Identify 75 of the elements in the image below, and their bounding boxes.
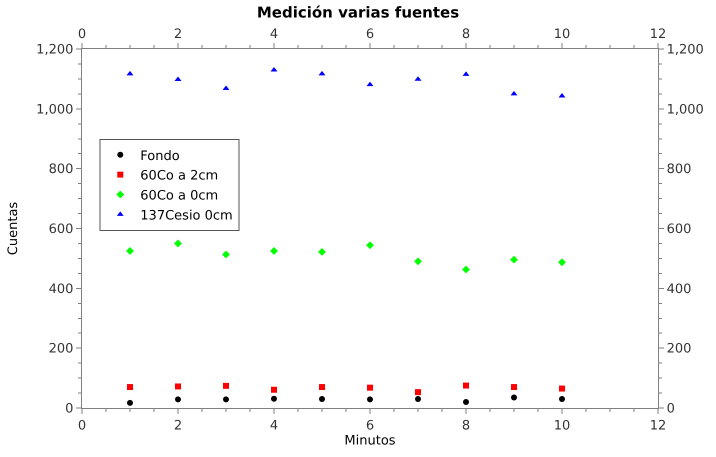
point xyxy=(127,400,133,406)
point xyxy=(271,386,277,393)
x2-tick-label: 10 xyxy=(554,418,570,434)
point xyxy=(270,66,278,72)
point xyxy=(174,240,182,248)
y2-tick-label: 1,200 xyxy=(666,42,704,58)
x-axis-title: Minutos xyxy=(344,434,396,449)
point xyxy=(175,383,181,390)
y2-tick-label: 1,000 xyxy=(666,102,704,118)
point xyxy=(222,250,230,258)
point xyxy=(270,247,278,255)
point xyxy=(223,382,229,389)
point xyxy=(414,76,422,81)
point xyxy=(559,396,565,402)
y-tick-label: 200 xyxy=(48,342,74,357)
y-tick-label: 400 xyxy=(48,282,74,297)
point xyxy=(366,82,374,86)
y-tick-label: 1,000 xyxy=(36,102,74,118)
point xyxy=(127,384,133,390)
y-axis-title: Cuentas xyxy=(6,202,22,256)
point xyxy=(271,396,277,402)
y2-tick-label: 600 xyxy=(666,222,692,238)
point xyxy=(175,396,181,402)
x-tick-label: 6 xyxy=(366,26,374,42)
point xyxy=(510,256,518,264)
chart-title: Medición varias fuentes xyxy=(256,3,460,22)
point xyxy=(367,384,373,391)
point xyxy=(319,384,325,390)
point xyxy=(223,396,229,402)
legend-label: 60Co a 2cm xyxy=(140,168,218,184)
x-tick-label: 8 xyxy=(462,26,470,42)
y2-tick-label: 0 xyxy=(666,402,675,417)
x-tick-label: 0 xyxy=(78,26,86,42)
x2-tick-label: 6 xyxy=(366,418,374,434)
x-tick-label: 2 xyxy=(174,26,182,42)
point xyxy=(511,394,517,401)
point xyxy=(510,90,518,96)
x2-tick-label: 12 xyxy=(650,418,666,434)
point xyxy=(462,71,470,76)
point xyxy=(462,266,470,274)
y2-tick-label: 200 xyxy=(666,342,692,357)
x2-tick-label: 2 xyxy=(174,418,182,434)
y-tick-label: 1,200 xyxy=(36,42,74,58)
legend-label: Fondo xyxy=(140,148,180,164)
point xyxy=(366,241,374,250)
point xyxy=(174,76,182,82)
point xyxy=(414,258,422,266)
point xyxy=(463,399,469,406)
y-tick-label: 600 xyxy=(48,222,74,238)
y-tick-label: 0 xyxy=(65,402,74,417)
point xyxy=(222,85,230,90)
point xyxy=(558,92,566,98)
x-tick-label: 4 xyxy=(270,26,278,42)
point xyxy=(367,396,373,402)
legend-label: 60Co a 0cm xyxy=(140,188,218,204)
point xyxy=(126,70,134,76)
point xyxy=(559,386,565,392)
point xyxy=(126,247,134,255)
y2-tick-label: 800 xyxy=(666,162,692,178)
point xyxy=(415,396,421,402)
x2-tick-label: 4 xyxy=(270,418,278,434)
y-tick-label: 800 xyxy=(48,162,74,178)
x2-tick-label: 8 xyxy=(462,418,470,434)
point xyxy=(318,70,326,76)
point xyxy=(319,396,325,402)
point xyxy=(318,248,326,256)
point xyxy=(511,384,517,390)
y2-tick-label: 400 xyxy=(666,282,692,297)
point xyxy=(558,258,566,266)
point xyxy=(415,389,421,396)
x2-tick-label: 0 xyxy=(78,418,86,434)
x-tick-label: 12 xyxy=(650,26,666,42)
legend-label: 137Cesio 0cm xyxy=(140,208,233,224)
point xyxy=(463,382,469,389)
x-tick-label: 10 xyxy=(554,26,570,42)
